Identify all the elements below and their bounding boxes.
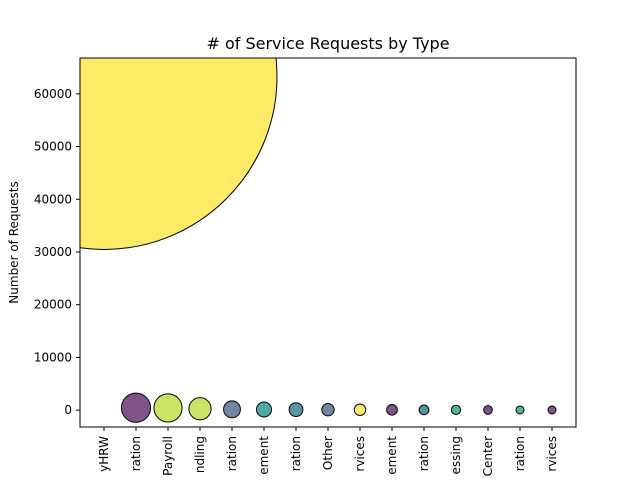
x-tick-label: Other (321, 436, 335, 470)
y-axis-label: Number of Requests (7, 181, 21, 303)
y-tick-label: 0 (64, 403, 72, 417)
y-tick-label: 10000 (34, 350, 72, 364)
x-tick-label: ndling (193, 436, 207, 473)
bubble-2 (153, 393, 183, 423)
bubble-0 (80, 58, 278, 250)
x-tick-label: rvices (353, 436, 367, 472)
x-tick-label: essing (449, 436, 463, 474)
y-tick-label: 50000 (34, 140, 72, 154)
bubble-1 (120, 392, 152, 423)
chart-title: # of Service Requests by Type (206, 34, 449, 53)
bubble-7 (321, 403, 335, 417)
x-tick-label: rvices (545, 436, 559, 472)
bubble-4 (223, 400, 241, 419)
bubbles (80, 58, 557, 423)
x-tick-label: Payroll (161, 436, 175, 476)
y-tick-label: 20000 (34, 298, 72, 312)
x-tick-label: ration (289, 436, 303, 471)
x-tick-label: ration (513, 436, 527, 471)
bubble-3 (188, 397, 212, 421)
x-axis: yHRW ration Payroll ndling ration ement ration… (97, 427, 559, 476)
bubble-13 (515, 405, 525, 415)
y-tick-label: 60000 (34, 87, 72, 101)
bubble-12 (483, 405, 493, 415)
bubble-10 (418, 404, 430, 416)
bubble-8 (353, 403, 367, 417)
x-tick-label: ement (385, 436, 399, 475)
x-tick-label: Center (481, 436, 495, 476)
y-tick-label: 40000 (34, 192, 72, 206)
x-tick-label: ement (257, 436, 271, 475)
x-tick-label: ration (417, 436, 431, 471)
bubble-9 (386, 403, 398, 416)
x-tick-label: ration (129, 436, 143, 471)
bubble-14 (547, 405, 557, 415)
y-axis: 0 10000 20000 30000 40000 50000 60000 (34, 87, 80, 417)
x-tick-label: ration (225, 436, 239, 471)
bubble-11 (450, 404, 462, 416)
x-tick-label: yHRW (97, 436, 111, 472)
y-tick-label: 30000 (34, 245, 72, 259)
bubble-6 (288, 402, 304, 417)
bubble-5 (255, 401, 273, 418)
